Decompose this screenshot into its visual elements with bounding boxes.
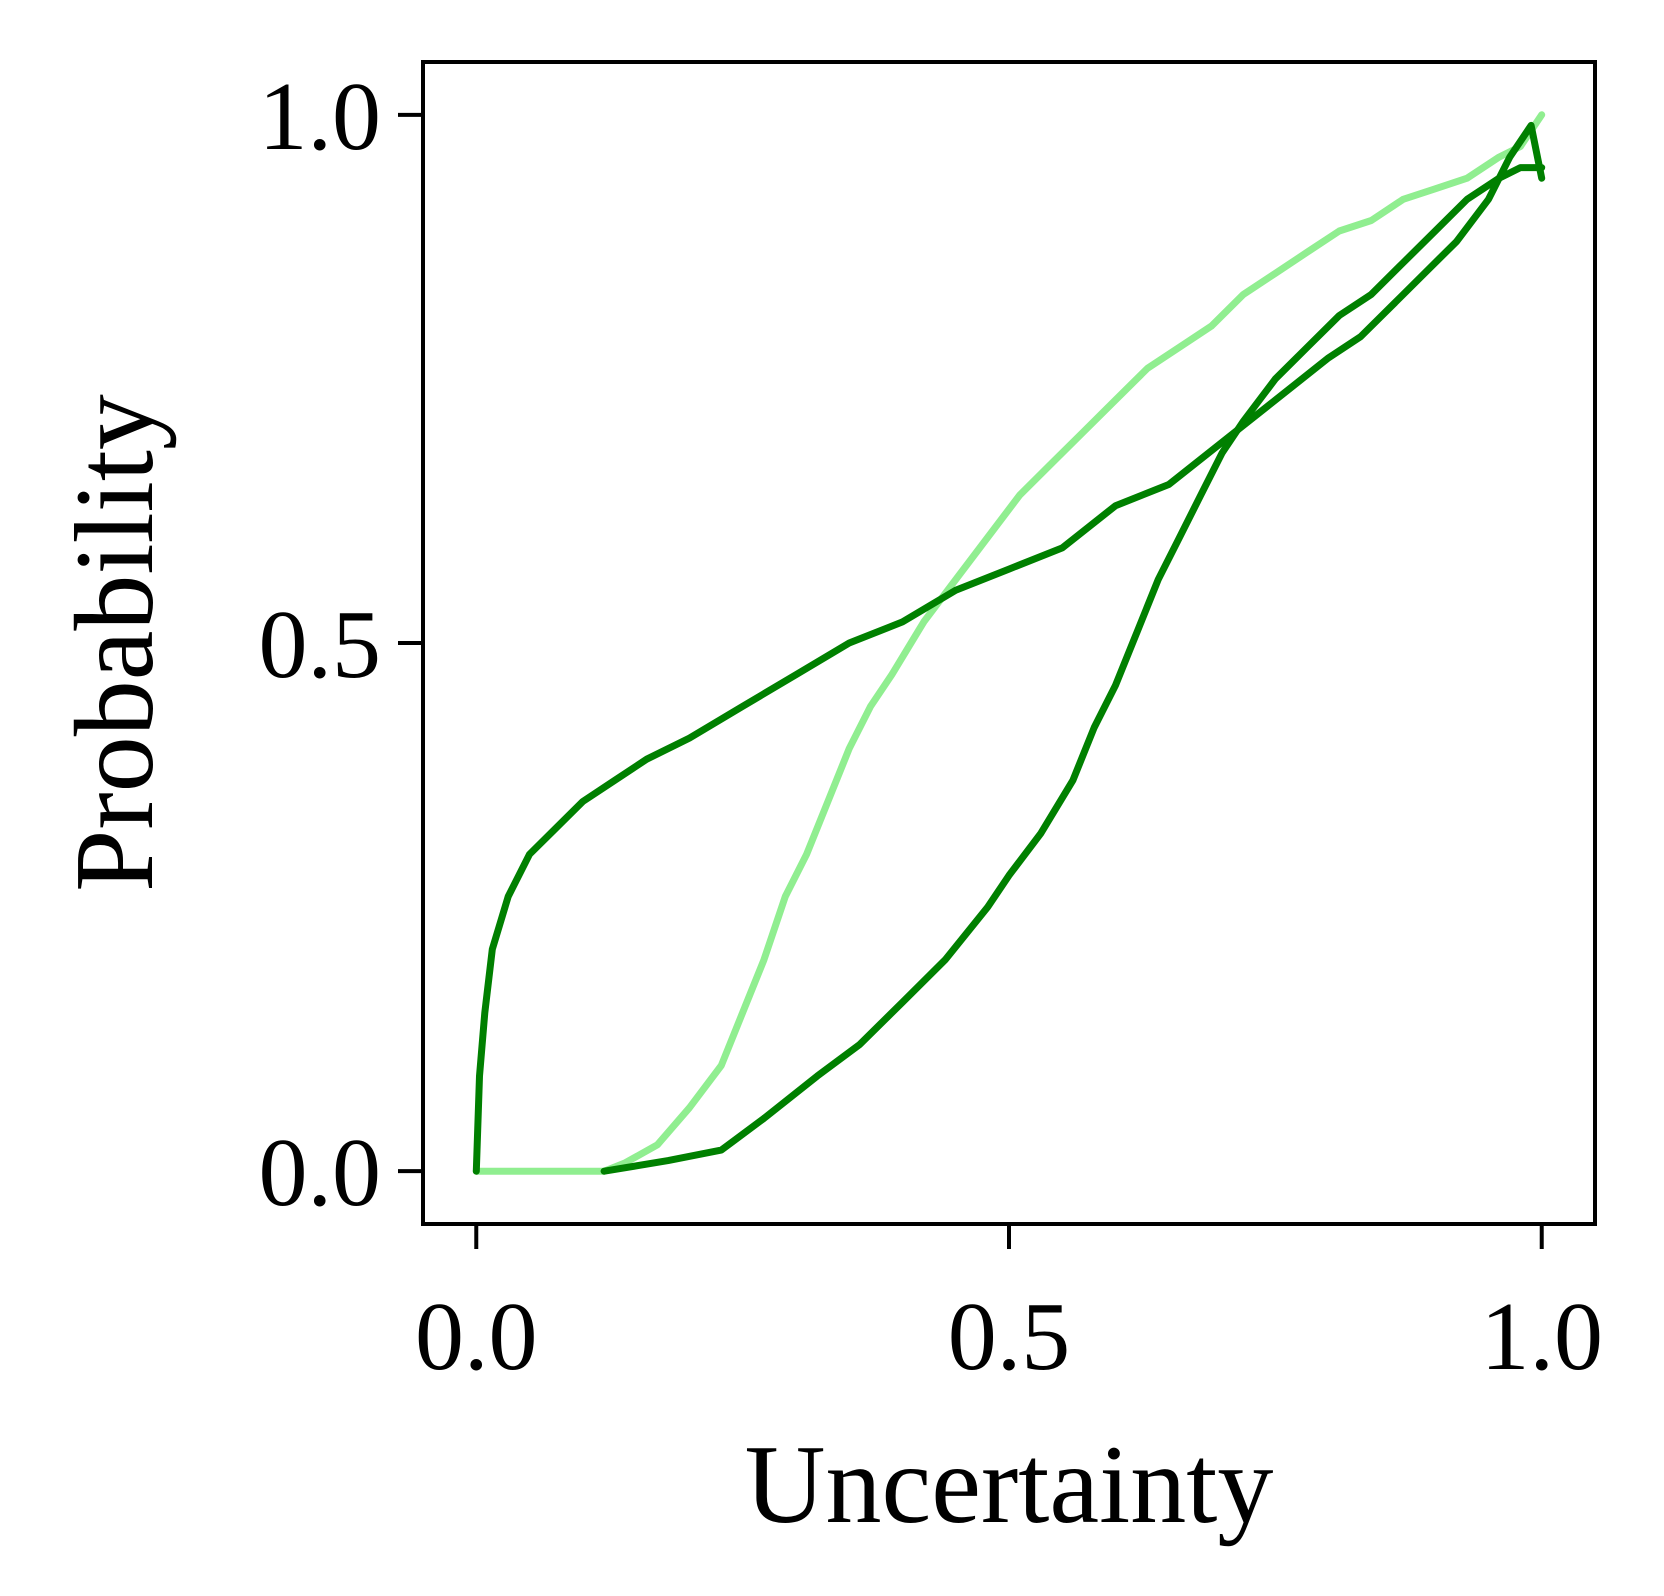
series-line-3 [600,164,1546,1175]
series-line-2 [472,121,1546,1175]
x-axis-label: Uncertainty [745,1423,1274,1547]
series-lines [472,111,1546,1175]
series-line-1 [472,111,1546,1175]
x-tick-label: 1.0 [1480,1283,1603,1391]
y-tick-label: 0.5 [259,591,382,699]
axis-ticks: 0.0 0.5 1.0 0.0 0.5 1.0 [259,63,1603,1391]
x-tick-label: 0.5 [948,1283,1071,1391]
y-tick-label: 0.0 [259,1119,382,1227]
x-tick-label: 0.0 [415,1283,538,1391]
y-tick-label: 1.0 [259,63,382,171]
y-axis-label: Probability [53,394,177,892]
plot-area-frame [421,60,1597,1226]
